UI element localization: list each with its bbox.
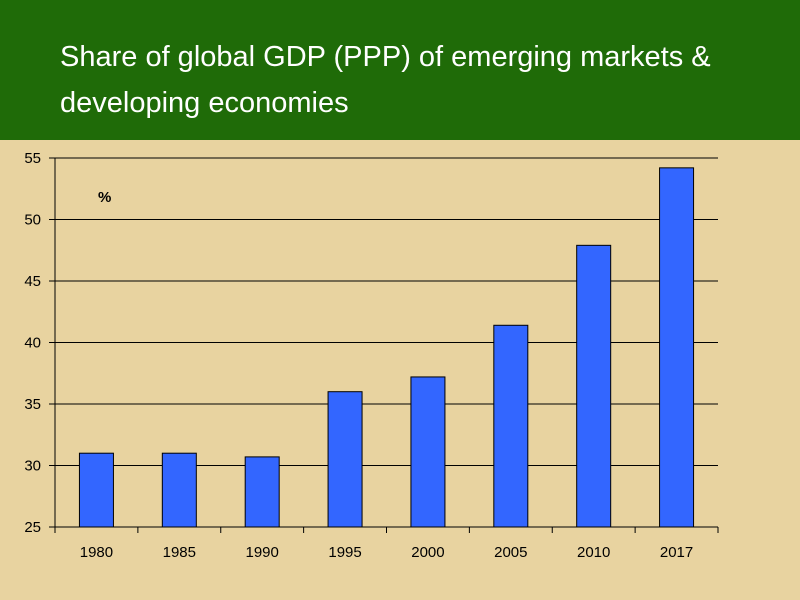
unit-label: % bbox=[98, 189, 111, 206]
x-tick-label-2017: 2017 bbox=[660, 544, 693, 561]
bar-1985 bbox=[161, 452, 197, 528]
x-tick-label-2010: 2010 bbox=[577, 544, 610, 561]
x-axis-tick-labels: 1980 1985 1990 1995 2000 2005 2010 2017 bbox=[80, 544, 694, 561]
y-axis-tick-labels: 25 30 35 40 45 50 55 bbox=[24, 150, 41, 536]
y-tick-label-25: 25 bbox=[24, 519, 41, 536]
y-tick-label-35: 35 bbox=[24, 396, 41, 413]
bar-2000 bbox=[410, 376, 446, 528]
x-tick-label-2005: 2005 bbox=[494, 544, 527, 561]
grid-lines bbox=[55, 157, 718, 466]
x-tick-label-1990: 1990 bbox=[246, 544, 279, 561]
bar-1995 bbox=[327, 391, 363, 528]
bar-2005 bbox=[493, 324, 529, 528]
y-tick-label-45: 45 bbox=[24, 273, 41, 290]
x-tick-label-1980: 1980 bbox=[80, 544, 113, 561]
bar-2017 bbox=[659, 167, 695, 528]
y-tick-label-55: 55 bbox=[24, 150, 41, 167]
x-tick-label-1985: 1985 bbox=[163, 544, 196, 561]
title-banner: Share of global GDP (PPP) of emerging ma… bbox=[0, 0, 800, 140]
bar-2010 bbox=[576, 244, 612, 528]
x-tick-label-2000: 2000 bbox=[411, 544, 444, 561]
chart-title: Share of global GDP (PPP) of emerging ma… bbox=[60, 41, 711, 119]
bar-1990 bbox=[244, 456, 280, 528]
bar-chart: 25 30 35 40 45 50 55 1980 1985 1990 1995 2000 2005 2… bbox=[24, 150, 719, 561]
axes bbox=[49, 157, 719, 533]
bar-1980 bbox=[78, 452, 114, 528]
y-tick-label-30: 30 bbox=[24, 458, 41, 475]
y-tick-label-50: 50 bbox=[24, 212, 41, 229]
x-tick-label-1995: 1995 bbox=[328, 544, 361, 561]
bars bbox=[78, 167, 695, 528]
y-tick-label-40: 40 bbox=[24, 335, 41, 352]
